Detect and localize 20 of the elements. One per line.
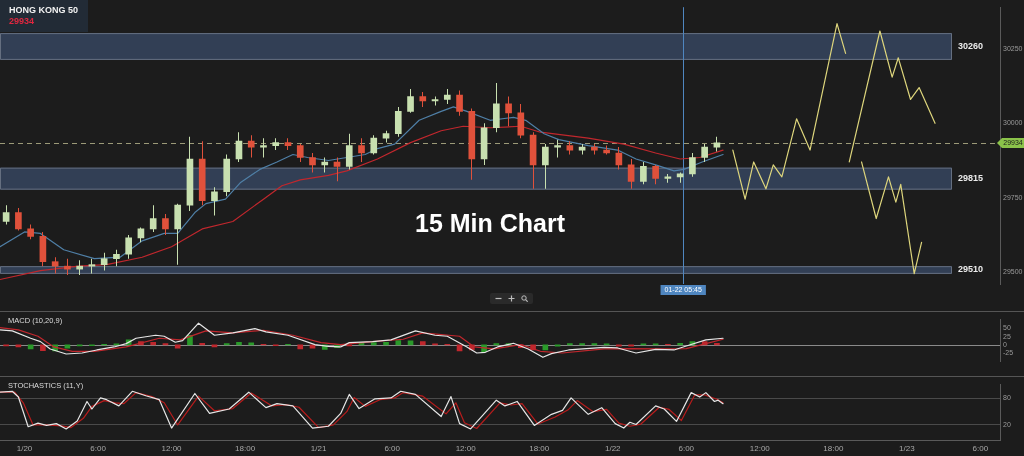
x-tick-label: 6:00 [384, 444, 401, 453]
band-label: 30260 [958, 40, 984, 51]
x-tick-label: 18:00 [529, 444, 550, 453]
x-tick-label: 12:00 [455, 444, 477, 453]
annotation: 15 Min Chart [414, 209, 566, 238]
x-tick-label: 12:00 [749, 444, 771, 453]
band-label: 29510 [958, 264, 984, 275]
x-tick-label: 1/21 [310, 444, 327, 453]
x-tick-label: 1/23 [899, 444, 916, 453]
x-tick-label: 1/20 [16, 444, 33, 453]
text: 29934 [9, 16, 36, 27]
band-label: 29815 [958, 173, 984, 184]
x-tick-label: 12:00 [161, 444, 183, 453]
x-tick-label: 18:00 [823, 444, 844, 453]
x-tick-label: 18:00 [235, 444, 256, 453]
x-tick-label: 1/22 [604, 444, 622, 453]
x-tick-label: 6:00 [972, 444, 989, 453]
x-tick-label: 6:00 [90, 444, 107, 453]
x-tick-label: 6:00 [678, 444, 695, 453]
chart-title: HONG KONG 50 [9, 5, 79, 16]
